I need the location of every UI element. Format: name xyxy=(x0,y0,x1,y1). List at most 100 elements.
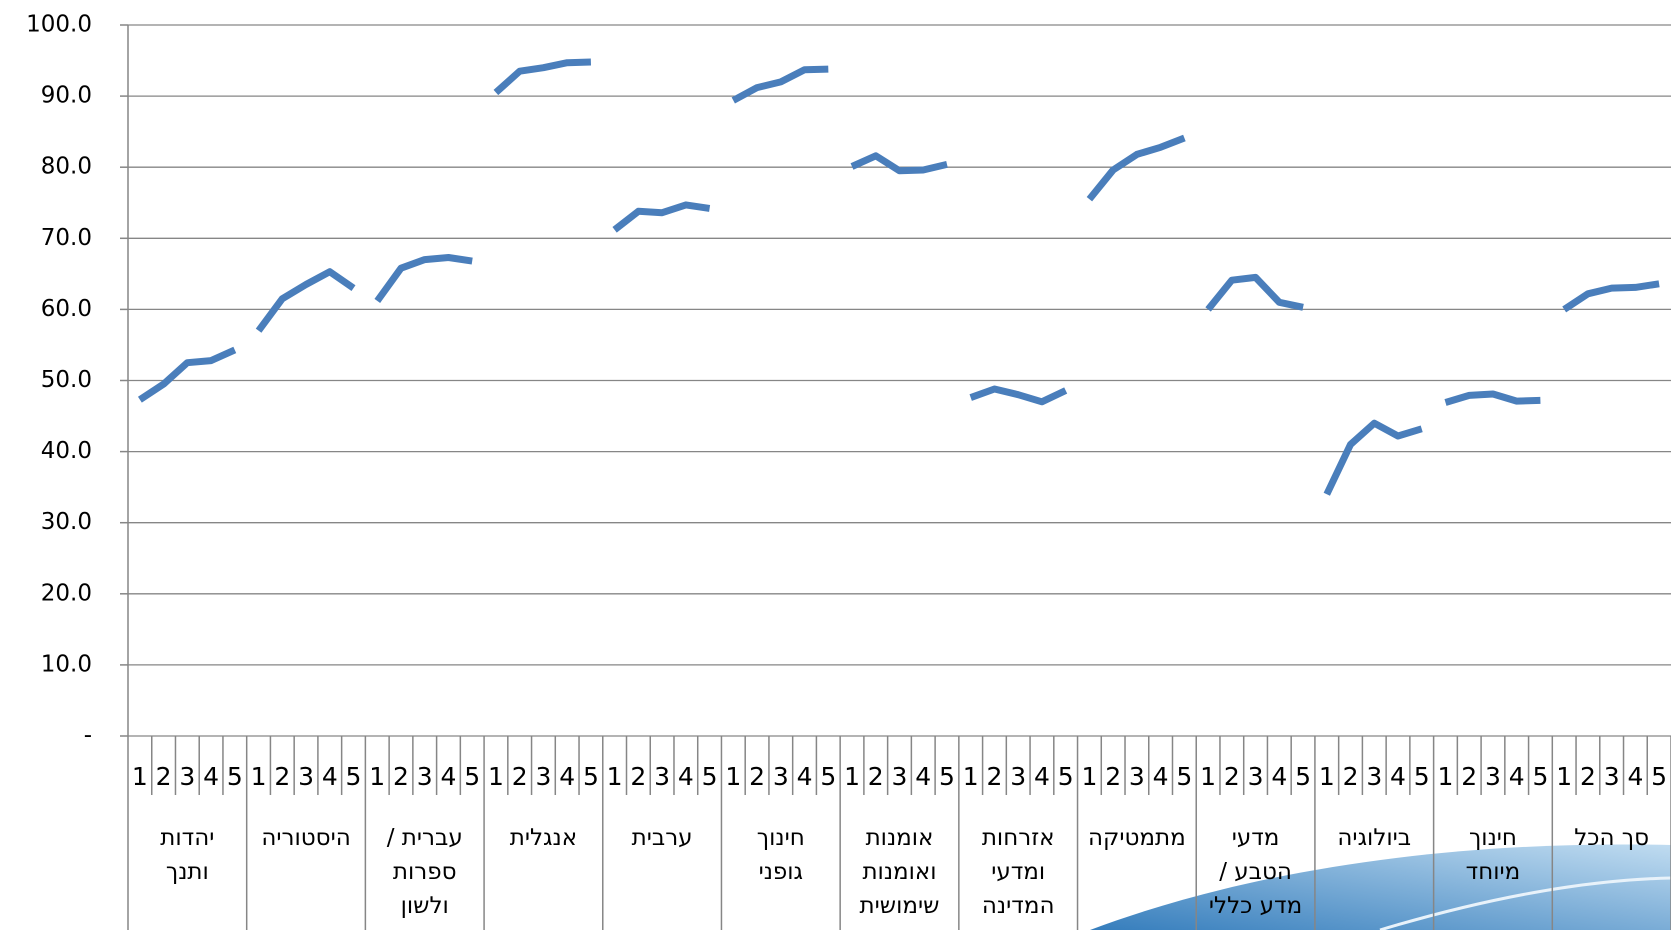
x-tick-label: 2 xyxy=(749,762,765,791)
group-label-line: מתמטיקה xyxy=(1088,825,1186,851)
group-label-line: המדינה xyxy=(982,893,1055,919)
y-tick-label: 100.0 xyxy=(26,12,92,38)
x-tick-label: 4 xyxy=(915,762,931,791)
group-label-line: ספרות xyxy=(393,859,457,885)
group-label-line: סך הכל xyxy=(1574,825,1649,851)
data-line xyxy=(255,268,356,333)
y-tick-label: 20.0 xyxy=(41,580,92,606)
x-tick-label: 1 xyxy=(1438,762,1454,791)
x-tick-label: 1 xyxy=(963,762,979,791)
x-tick-label: 2 xyxy=(1343,762,1359,791)
x-tick-label: 2 xyxy=(274,762,290,791)
x-tick-label: 1 xyxy=(607,762,623,791)
group-label-line: מדע כללי xyxy=(1209,893,1302,919)
data-line xyxy=(1444,390,1541,406)
group-label-line: אנגלית xyxy=(510,825,577,851)
x-tick-label: 4 xyxy=(797,762,813,791)
x-tick-label: 4 xyxy=(1271,762,1287,791)
x-tick-label: 4 xyxy=(203,762,219,791)
group-label-line: יהדות xyxy=(160,825,214,851)
x-tick-label: 3 xyxy=(892,762,908,791)
y-tick-label: 70.0 xyxy=(41,225,92,251)
x-tick-label: 2 xyxy=(987,762,1003,791)
group-label-line: ואומנות xyxy=(862,859,936,885)
x-tick-label: 4 xyxy=(1153,762,1169,791)
x-tick-label: 3 xyxy=(1604,762,1620,791)
x-tick-label: 3 xyxy=(179,762,195,791)
group-label: יהדות ותנך xyxy=(160,825,214,885)
x-tick-label: 4 xyxy=(1034,762,1050,791)
x-tick-label: 3 xyxy=(654,762,670,791)
group-label: עברית / ספרות ולשון xyxy=(387,825,463,919)
x-tick-label: 5 xyxy=(464,762,480,791)
data-line xyxy=(731,65,829,104)
group-label: חינוך גופני xyxy=(757,825,805,885)
x-tick-label: 1 xyxy=(1200,762,1216,791)
x-tick-label: 5 xyxy=(939,762,955,791)
x-tick-label: 5 xyxy=(1295,762,1311,791)
group-label: סך הכל xyxy=(1574,825,1649,851)
group-label-line: היסטוריה xyxy=(261,825,350,851)
x-tick-label: 1 xyxy=(1081,762,1097,791)
y-tick-label: 90.0 xyxy=(41,83,92,109)
group-label-line: מדעי xyxy=(1232,825,1280,851)
group-label-line: ערבית xyxy=(632,825,693,851)
y-tick-label: 40.0 xyxy=(41,438,92,464)
x-tick-label: 1 xyxy=(369,762,385,791)
group-label: אומנות ואומנות שימושית xyxy=(860,825,940,919)
group-label-line: ומדעי xyxy=(991,859,1045,885)
x-tick-label: 1 xyxy=(1556,762,1572,791)
x-tick-label: 2 xyxy=(1580,762,1596,791)
x-tick-label: 3 xyxy=(1248,762,1264,791)
x-tick-label: 1 xyxy=(132,762,148,791)
group-label-line: מיוחד xyxy=(1466,859,1521,885)
group-label: אזרחות ומדעי המדינה xyxy=(982,825,1055,919)
data-line xyxy=(1086,134,1186,202)
y-tick-label: 10.0 xyxy=(41,651,92,677)
x-tick-label: 3 xyxy=(1485,762,1501,791)
x-tick-label: 4 xyxy=(559,762,575,791)
data-line xyxy=(1323,419,1423,496)
decoration xyxy=(1379,876,1671,930)
x-tick-label: 5 xyxy=(1651,762,1667,791)
data-line xyxy=(493,58,592,96)
x-tick-label: 4 xyxy=(678,762,694,791)
y-tick-label: 30.0 xyxy=(41,509,92,535)
x-tick-label: 2 xyxy=(1461,762,1477,791)
data-line xyxy=(374,254,473,303)
x-tick-label: 2 xyxy=(868,762,884,791)
x-tick-label: 1 xyxy=(725,762,741,791)
group-label-line: גופני xyxy=(759,859,803,885)
data-line xyxy=(969,385,1068,406)
x-tick-label: 2 xyxy=(630,762,646,791)
group-label: חינוך מיוחד xyxy=(1466,825,1521,885)
x-tick-label: 5 xyxy=(1058,762,1074,791)
x-tick-label: 5 xyxy=(820,762,836,791)
x-tick-label: 5 xyxy=(702,762,718,791)
x-tick-label: 5 xyxy=(1532,762,1548,791)
x-tick-label: 5 xyxy=(227,762,243,791)
y-tick-label: 50.0 xyxy=(41,367,92,393)
decoration xyxy=(1090,844,1671,930)
group-label-line: ולשון xyxy=(401,893,449,919)
data-line xyxy=(137,346,237,403)
group-label: אנגלית xyxy=(510,825,577,851)
x-tick-label: 3 xyxy=(773,762,789,791)
x-tick-label: 5 xyxy=(1414,762,1430,791)
data-line xyxy=(850,152,948,175)
x-tick-label: 5 xyxy=(346,762,362,791)
group-label: ערבית xyxy=(632,825,693,851)
x-tick-label: 4 xyxy=(441,762,457,791)
x-tick-label: 2 xyxy=(1224,762,1240,791)
group-label: ביולוגיה xyxy=(1337,825,1411,851)
x-tick-label: 5 xyxy=(583,762,599,791)
x-tick-label: 2 xyxy=(1105,762,1121,791)
data-line xyxy=(612,201,711,233)
y-tick-label: 60.0 xyxy=(41,296,92,322)
x-tick-label: 3 xyxy=(1366,762,1382,791)
x-tick-label: 4 xyxy=(1390,762,1406,791)
x-tick-label: 1 xyxy=(251,762,267,791)
group-label-line: ביולוגיה xyxy=(1337,825,1411,851)
y-tick-label: 80.0 xyxy=(41,154,92,180)
data-line xyxy=(1562,280,1660,313)
